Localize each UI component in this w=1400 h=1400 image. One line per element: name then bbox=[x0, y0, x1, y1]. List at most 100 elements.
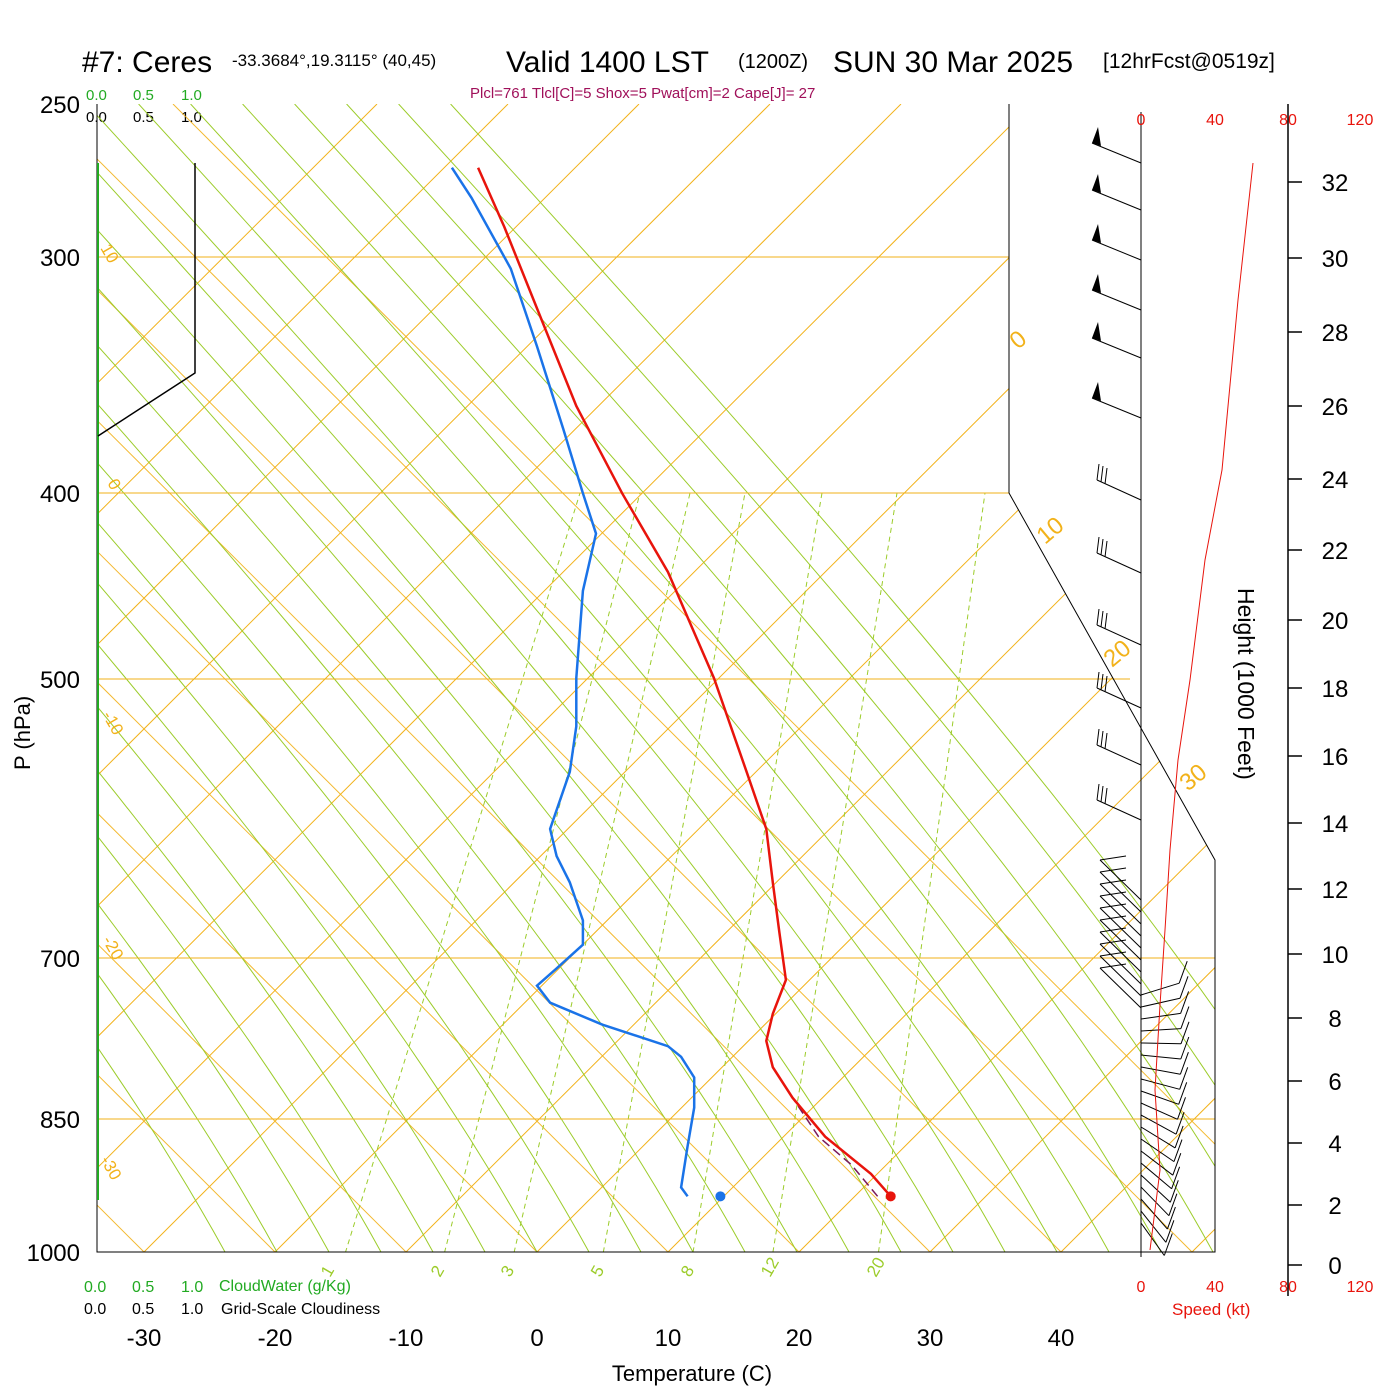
wind-barb-staff bbox=[1099, 943, 1142, 985]
pressure-tick-label: 850 bbox=[40, 1107, 80, 1134]
wind-barb-feather bbox=[1169, 1180, 1179, 1203]
mixing-ratio-grid bbox=[339, 492, 986, 1252]
isotherm-line bbox=[929, 104, 1215, 1252]
wind-barb-feather bbox=[1096, 536, 1100, 554]
wind-barb-feather bbox=[1099, 939, 1127, 945]
wind-barb-staff bbox=[1099, 931, 1142, 973]
isotherm-cross-line bbox=[0, 104, 13, 1252]
height-tick-label: 6 bbox=[1328, 1069, 1341, 1096]
wind-barb-feather bbox=[1100, 465, 1104, 483]
wind-barb-staff bbox=[1140, 1174, 1171, 1203]
isotherm-cross-line bbox=[97, 104, 800, 1252]
wind-barb-feather bbox=[1099, 915, 1127, 921]
height-tick-label: 16 bbox=[1322, 744, 1349, 771]
height-tick-label: 10 bbox=[1322, 942, 1349, 969]
dry-adiabat bbox=[97, 104, 850, 1252]
wind-barb-feather bbox=[1104, 732, 1108, 750]
wind-barb-staff bbox=[1140, 1150, 1174, 1176]
pressure-tick-label: 300 bbox=[40, 245, 80, 272]
height-tick-label: 8 bbox=[1328, 1006, 1341, 1033]
wind-barb-staff bbox=[1091, 239, 1142, 261]
dry-adiabat bbox=[97, 104, 1006, 1252]
dry-adiabat bbox=[398, 104, 1215, 1252]
wind-barb-feather bbox=[1179, 1052, 1189, 1075]
height-axis-label: Height (1000 Feet) bbox=[1233, 588, 1259, 780]
isotherm-line bbox=[97, 104, 640, 1252]
wind-barb-feather bbox=[1172, 1153, 1182, 1176]
wind-barb-staff bbox=[1099, 967, 1142, 1009]
station-title: #7: Ceres bbox=[82, 46, 212, 79]
wind-barb-staff bbox=[1140, 982, 1180, 996]
cl-bot-tick-0: 0.0 bbox=[84, 1301, 106, 1318]
wind-barb-feather bbox=[1180, 1021, 1190, 1044]
isotherm-line bbox=[667, 104, 1215, 1252]
wind-barb-staff bbox=[1140, 1186, 1170, 1217]
mixing-ratio-label: 12 bbox=[757, 1254, 783, 1280]
dry-adiabat bbox=[97, 104, 434, 1252]
wind-barb-staff bbox=[1140, 1114, 1177, 1135]
wind-barb-feather bbox=[1099, 855, 1127, 861]
wind-barb-feather bbox=[1179, 1067, 1189, 1090]
isotherm-line bbox=[97, 104, 378, 1252]
isotherm-line bbox=[97, 104, 902, 1252]
temperature-tick-label: 30 bbox=[917, 1325, 944, 1352]
wind-barb-pennant bbox=[1092, 382, 1101, 401]
wind-barb-staff bbox=[1099, 859, 1142, 901]
cw-top-tick-1: 0.5 bbox=[133, 87, 154, 104]
mixing-ratio-line bbox=[875, 492, 986, 1252]
parcel-trace bbox=[791, 1097, 879, 1197]
wind-barb-pennant bbox=[1092, 127, 1101, 146]
speed-top-0: 0 bbox=[1137, 112, 1146, 129]
valid-time: Valid 1400 LST bbox=[506, 46, 709, 79]
speed-top-40: 40 bbox=[1206, 112, 1224, 129]
isotherm-line bbox=[1191, 104, 1215, 1252]
wind-speed-line bbox=[1149, 162, 1254, 1251]
wind-speed-profile bbox=[1149, 162, 1254, 1251]
dry-adiabat bbox=[450, 104, 1215, 1252]
speed-label: Speed (kt) bbox=[1172, 1300, 1250, 1319]
cw-bot-tick-1: 0.5 bbox=[132, 1279, 154, 1296]
cl-bot-label: Grid-Scale Cloudiness bbox=[221, 1301, 380, 1318]
top-cloudiness-scale: 0.0 0.5 1.0 bbox=[86, 109, 202, 126]
cloudiness-line bbox=[97, 163, 196, 437]
cw-bot-tick-0: 0.0 bbox=[84, 1279, 106, 1296]
surface-dewpoint-marker bbox=[715, 1191, 726, 1202]
mixing-ratio-label: 5 bbox=[587, 1262, 608, 1280]
pressure-tick-label: 400 bbox=[40, 481, 80, 508]
cw-bot-tick-2: 1.0 bbox=[181, 1279, 203, 1296]
mixing-ratio-line bbox=[339, 492, 581, 1252]
height-tick-label: 26 bbox=[1322, 394, 1349, 421]
mixing-ratio-labels: 1 2 3 5 8 12 20 bbox=[317, 1254, 889, 1280]
cw-top-tick-2: 1.0 bbox=[181, 87, 202, 104]
wind-barb-feather bbox=[1168, 1193, 1178, 1216]
pressure-ticks: 250 300 400 500 700 850 1000 bbox=[27, 92, 80, 1267]
mixing-ratio-label: 2 bbox=[427, 1262, 448, 1280]
wind-barb-feather bbox=[1104, 612, 1108, 630]
height-tick-label: 18 bbox=[1322, 676, 1349, 703]
wind-barb-staff bbox=[1096, 624, 1142, 646]
pressure-tick-label: 700 bbox=[40, 946, 80, 973]
wind-barb-pennant bbox=[1092, 322, 1101, 341]
wind-barb-staff bbox=[1099, 871, 1142, 913]
dry-adiabat bbox=[190, 104, 1110, 1252]
isotherm-cross-line bbox=[97, 104, 669, 1252]
wind-barbs bbox=[1091, 127, 1190, 1256]
height-tick-label: 28 bbox=[1322, 320, 1349, 347]
wind-barb-feather bbox=[1099, 963, 1127, 969]
speed-bot-40: 40 bbox=[1206, 1279, 1224, 1296]
wind-barb-staff bbox=[1091, 337, 1142, 359]
dry-adiabat bbox=[346, 104, 1215, 1252]
mixing-ratio-line bbox=[769, 492, 898, 1252]
wind-barb-staff bbox=[1091, 397, 1142, 419]
mixing-ratio-line bbox=[509, 492, 691, 1252]
dry-adiabat bbox=[97, 104, 954, 1252]
wind-barb-staff bbox=[1140, 1210, 1167, 1243]
wind-barb-feather bbox=[1100, 730, 1104, 748]
wind-barb-staff bbox=[1096, 799, 1142, 821]
speed-top-scale: 0 40 80 120 bbox=[1137, 112, 1374, 129]
isotherm-cross-line bbox=[97, 104, 1062, 1252]
speed-bottom-scale: 0 40 80 120 bbox=[1137, 1279, 1374, 1296]
height-tick-label: 2 bbox=[1328, 1193, 1341, 1220]
height-tick-label: 24 bbox=[1322, 467, 1349, 494]
